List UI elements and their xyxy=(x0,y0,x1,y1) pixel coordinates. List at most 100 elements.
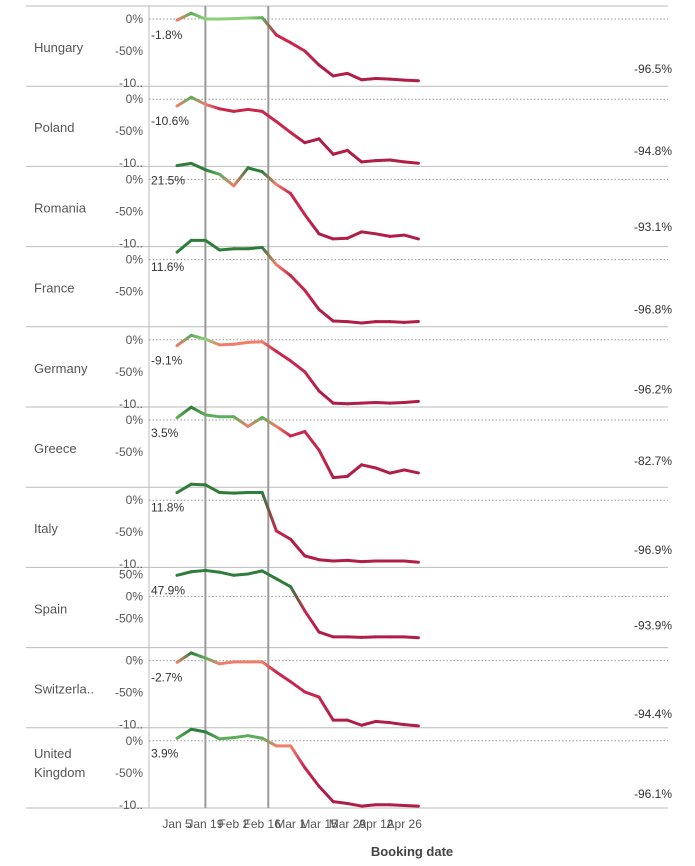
x-tick-label: Apr 12 xyxy=(358,817,394,831)
x-tick-label: Mar 15 xyxy=(300,817,338,831)
y-tick-label: -10.. xyxy=(119,156,143,170)
line-segment xyxy=(402,399,420,405)
line-segment xyxy=(345,71,364,82)
first-value-label: 3.5% xyxy=(151,426,179,440)
panel-country-label: Spain xyxy=(34,601,67,616)
series-line-united-kingdom xyxy=(175,727,420,808)
line-segment xyxy=(232,734,250,740)
line-segment xyxy=(374,719,392,725)
last-value-label: -82.7% xyxy=(634,454,672,468)
line-segment xyxy=(260,569,278,581)
line-segment xyxy=(317,695,335,722)
line-segment xyxy=(374,158,392,163)
first-value-label: 47.9% xyxy=(151,583,185,597)
line-segment xyxy=(289,191,307,217)
line-segment xyxy=(402,559,420,564)
line-segment xyxy=(374,401,392,405)
line-segment xyxy=(289,744,307,770)
line-segment xyxy=(388,401,406,405)
line-segment xyxy=(289,130,307,145)
line-segment xyxy=(345,463,364,478)
line-segment xyxy=(175,161,193,168)
series-line-spain xyxy=(175,568,420,640)
line-segment xyxy=(203,337,222,347)
line-segment xyxy=(189,161,207,172)
line-segment xyxy=(402,468,420,475)
line-segment xyxy=(360,159,378,164)
line-segment xyxy=(218,247,236,252)
text-layer: 0% -50% -10.. Hungary -1.8% -96.5% 0% -50% -10..… xyxy=(34,12,672,831)
line-segment xyxy=(189,568,207,574)
line-segment xyxy=(175,651,193,664)
x-axis-title: Booking date xyxy=(371,844,453,859)
y-tick-label: -10.. xyxy=(119,76,143,90)
series-line-greece xyxy=(175,405,420,480)
line-segment xyxy=(189,651,207,660)
series-line-france xyxy=(175,238,420,325)
x-tick-label: Mar 1 xyxy=(275,817,306,831)
y-tick-label: -10.. xyxy=(119,397,143,411)
line-segment xyxy=(246,245,264,251)
y-tick-label: 0% xyxy=(126,493,144,507)
last-value-label: -96.1% xyxy=(634,787,672,801)
line-segment xyxy=(175,11,193,22)
line-segment xyxy=(303,609,321,634)
line-segment xyxy=(331,800,349,806)
line-segment xyxy=(260,16,278,37)
line-segment xyxy=(374,77,392,81)
line-segment xyxy=(260,660,278,674)
line-segment xyxy=(331,71,349,78)
line-segment xyxy=(317,232,335,241)
line-segment xyxy=(175,238,193,254)
line-segment xyxy=(360,803,378,808)
line-segment xyxy=(402,803,420,808)
y-tick-label: -50% xyxy=(115,285,143,299)
last-value-label: -93.9% xyxy=(634,619,672,633)
line-segment xyxy=(331,474,349,480)
line-segment xyxy=(360,559,378,564)
line-segment xyxy=(360,463,378,470)
panel-country-label: Italy xyxy=(34,521,58,536)
series-line-romania xyxy=(175,161,420,241)
line-segment xyxy=(203,102,222,111)
y-tick-label: -50% xyxy=(115,44,143,58)
line-segment xyxy=(203,483,222,495)
line-segment xyxy=(388,233,406,238)
series-line-hungary xyxy=(175,11,420,83)
last-value-label: -93.1% xyxy=(634,220,672,234)
x-tick-label: Mar 29 xyxy=(329,817,367,831)
line-segment xyxy=(175,333,193,348)
line-segment xyxy=(274,263,293,278)
line-segment xyxy=(218,660,236,666)
line-segment xyxy=(317,630,335,639)
line-segment xyxy=(303,49,321,67)
line-segment xyxy=(402,320,420,324)
line-segment xyxy=(175,570,193,577)
y-tick-label: -50% xyxy=(115,365,143,379)
line-segment xyxy=(189,95,207,106)
first-value-label: -2.7% xyxy=(151,670,183,684)
panel-country-label: Poland xyxy=(34,120,74,135)
line-segment xyxy=(388,468,406,475)
line-segment xyxy=(260,170,278,187)
line-segment xyxy=(289,359,307,374)
line-segment xyxy=(345,230,364,240)
line-segment xyxy=(331,148,349,156)
line-segment xyxy=(274,120,293,134)
line-segment xyxy=(232,107,250,113)
first-value-label: 11.8% xyxy=(151,501,184,515)
series-line-italy xyxy=(175,482,420,564)
line-segment xyxy=(175,95,193,108)
panel-country-label: Kingdom xyxy=(34,765,85,780)
line-segment xyxy=(360,77,378,82)
last-value-label: -94.8% xyxy=(634,144,672,158)
line-segment xyxy=(232,340,250,346)
line-segment xyxy=(260,245,278,267)
series-line-poland xyxy=(175,95,420,165)
line-segment xyxy=(331,236,349,241)
panel-country-label: France xyxy=(34,281,74,296)
y-tick-label: 0% xyxy=(126,589,144,603)
line-segment xyxy=(203,413,222,419)
line-segment xyxy=(317,784,335,804)
line-segment xyxy=(331,401,349,406)
